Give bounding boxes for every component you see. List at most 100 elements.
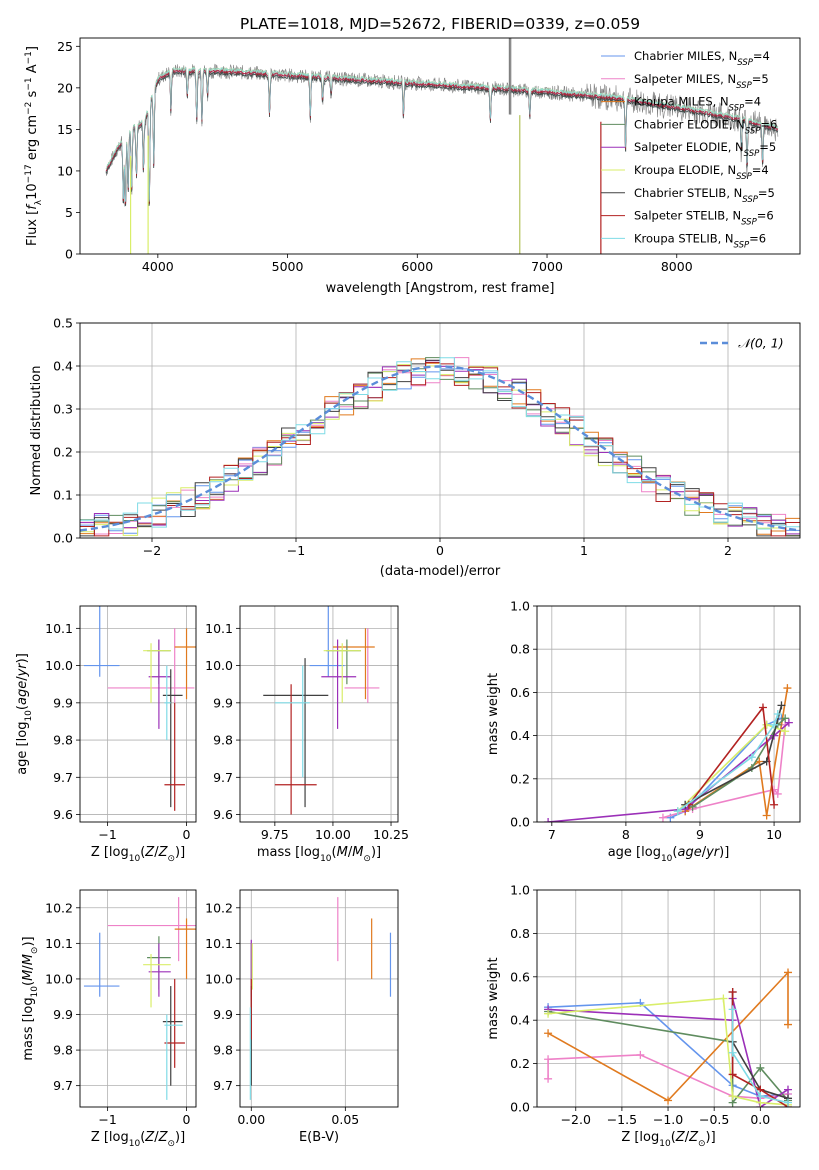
legend-label: Chabrier STELIB, NSSP=5 <box>634 186 775 205</box>
panel-weight-vs-age: 7 8 9 10 0.0 0.2 0.4 0.6 0.8 1.0 mass weight age [l… <box>486 599 801 864</box>
axes-frame <box>79 605 197 823</box>
errorbar-salpeter-miles <box>344 628 380 703</box>
series-marker <box>781 727 790 736</box>
panel-mass-vs-ebv: 0.00 0.05 9.7 9.8 9.9 10.0 10.1 10.2 E(B-V) <box>205 889 399 1145</box>
y-tick-label: 0.0 <box>53 531 73 546</box>
series-salpeter-miles <box>658 720 790 822</box>
y-tick-label: 9.7 <box>53 770 73 785</box>
x-tick-label: 0.0 <box>750 1112 770 1127</box>
series-marker <box>673 807 682 816</box>
axes-frame <box>79 322 801 539</box>
series-line <box>677 713 779 812</box>
y-tick-label: 9.8 <box>213 1043 233 1058</box>
legend-spectrum: Chabrier MILES, NSSP=4 Salpeter MILES, NS… <box>601 49 777 250</box>
errorbar-kroupa-miles <box>174 918 196 979</box>
panel-mass-vs-z: −1 0 9.7 9.8 9.9 10.0 10.1 10.2 Z [log10(Z/Z⊙)] m… <box>21 889 197 1149</box>
y-tick-label: 25 <box>57 39 73 54</box>
x-tick-label: −2 <box>143 543 161 558</box>
series-marker <box>658 813 667 822</box>
spectrum-data-line <box>105 63 779 204</box>
series-marker <box>636 1050 645 1059</box>
x-axis-label-age-vs-z: Z [log10(Z/Z⊙)] <box>91 845 185 864</box>
y-tick-label: 10 <box>57 163 73 178</box>
y-tick-label: 9.7 <box>53 1078 73 1093</box>
x-tick-label: 9 <box>696 827 704 842</box>
x-tick-label: 7 <box>548 827 556 842</box>
x-tick-label: 10.25 <box>373 827 409 842</box>
y-tick-label: 0.3 <box>53 402 73 417</box>
legend-label: 𝒩(0, 1) <box>738 336 784 351</box>
x-tick-label: −0.5 <box>699 1112 729 1127</box>
errorbar-chabrier-stelib <box>162 986 183 1086</box>
panel-age-vs-z: −1 0 9.6 9.7 9.8 9.9 10.0 10.1 Z [log10(Z/Z⊙)] ag… <box>15 605 197 864</box>
y-tick-label: 0.6 <box>510 969 530 984</box>
series-kroupa-stelib <box>673 710 782 816</box>
y-tick-label: 5 <box>65 205 73 220</box>
series-marker <box>777 701 786 710</box>
axes-frame <box>239 605 399 823</box>
errorbar-salpeter-stelib <box>164 702 185 811</box>
x-axis-label-weight-vs-z: Z [log10(Z/Z⊙)] <box>621 1130 715 1149</box>
axes-frame <box>536 889 801 1108</box>
series-line <box>684 687 789 816</box>
x-tick-label: 0 <box>183 827 191 842</box>
y-tick-label: 0.0 <box>510 815 530 830</box>
errorbar-chabrier-elodie <box>325 639 361 685</box>
series-marker <box>544 1009 553 1018</box>
y-tick-label: 9.9 <box>53 1007 73 1022</box>
x-tick-label: 9.75 <box>261 827 289 842</box>
y-tick-label: 0.6 <box>510 685 530 700</box>
x-tick-label: 0.05 <box>331 1112 359 1127</box>
y-tick-label: 9.7 <box>213 1078 233 1093</box>
legend-label: Kroupa ELODIE, NSSP=4 <box>634 163 769 182</box>
legend-label: Chabrier ELODIE, NSSP=6 <box>634 117 777 136</box>
normal-reference-curve <box>80 365 798 532</box>
x-tick-label: −1 <box>287 543 305 558</box>
y-tick-label: 10.1 <box>205 621 233 636</box>
errorbar-salpeter-stelib <box>274 684 317 815</box>
y-tick-label: 10.1 <box>45 936 73 951</box>
x-tick-label: 7000 <box>531 259 563 274</box>
legend-label: Salpeter MILES, NSSP=5 <box>634 72 769 91</box>
errorbar-chabrier-miles <box>83 606 120 677</box>
axes-frame <box>79 37 801 255</box>
x-tick-label: 6000 <box>401 259 433 274</box>
plot-area-spectrum <box>105 38 779 254</box>
series-marker <box>544 1074 553 1083</box>
series-marker <box>728 987 737 996</box>
plot-area-weight-vs-z <box>544 968 793 1107</box>
errorbar-kroupa-miles <box>174 628 196 700</box>
y-axis-label-mass-vs-z: mass [log10(M/M⊙)] <box>21 936 40 1060</box>
series-marker <box>664 1096 673 1105</box>
legend-label: Chabrier MILES, NSSP=4 <box>634 49 770 68</box>
errorbar-chabrier-stelib <box>263 658 329 808</box>
y-tick-label: 9.9 <box>213 1007 233 1022</box>
x-tick-label: 2 <box>724 543 732 558</box>
y-tick-label: 1.0 <box>510 599 530 614</box>
series-line <box>731 1009 789 1104</box>
series-marker <box>770 800 779 809</box>
series-marker <box>784 1098 793 1107</box>
x-tick-label: 10.00 <box>315 827 351 842</box>
x-axis-label-weight-vs-age: age [log10(age/yr)] <box>608 845 730 864</box>
series-marker <box>762 811 771 820</box>
x-tick-label: −1.5 <box>607 1112 637 1127</box>
legend-label: Salpeter STELIB, NSSP=6 <box>634 209 774 228</box>
histogram-kroupa-stelib <box>80 357 800 530</box>
plot-area-age-vs-mass <box>263 606 380 815</box>
y-tick-label: 0.4 <box>510 1013 530 1028</box>
y-tick-label: 0.5 <box>53 316 73 331</box>
x-tick-label: 8 <box>622 827 630 842</box>
x-tick-label: 10 <box>766 827 782 842</box>
y-tick-label: 1.0 <box>510 883 530 898</box>
y-tick-label: 9.6 <box>53 807 73 822</box>
x-axis-label-spectrum: wavelength [Angstrom, rest frame] <box>326 281 555 296</box>
panel-spectrum: 4000 5000 6000 7000 8000 0 5 10 15 20 25 wavelength… <box>24 37 801 296</box>
errorbar-chabrier-miles <box>309 606 345 677</box>
series-marker <box>544 818 553 822</box>
series-marker <box>747 753 756 762</box>
y-tick-label: 9.6 <box>213 807 233 822</box>
y-tick-label: 0.1 <box>53 488 73 503</box>
x-axis-label-residuals: (data-model)/error <box>380 564 501 579</box>
y-tick-label: 15 <box>57 122 73 137</box>
